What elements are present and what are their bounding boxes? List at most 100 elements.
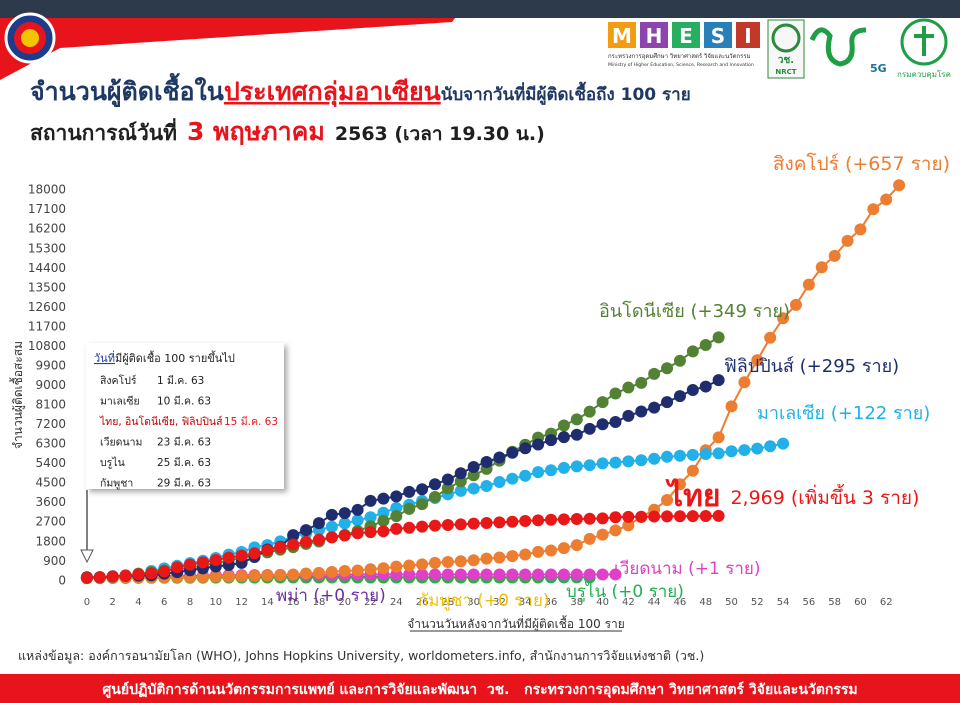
logo-tile <box>736 22 760 48</box>
data-point <box>673 510 686 523</box>
data-point <box>725 445 738 458</box>
data-point <box>209 570 222 583</box>
data-point <box>532 514 545 527</box>
data-point <box>777 312 790 325</box>
red-stripe <box>0 18 455 80</box>
x-tick-label: 26 <box>416 597 429 608</box>
data-point <box>648 367 661 380</box>
annotation-country: สิงคโปร์ <box>100 374 137 387</box>
data-point <box>648 510 661 523</box>
data-point <box>583 405 596 418</box>
x-tick-label: 56 <box>802 597 815 608</box>
data-point <box>596 512 609 525</box>
data-point <box>661 396 674 409</box>
logo-70 <box>809 27 867 67</box>
series-line <box>86 184 900 579</box>
data-point <box>196 556 209 569</box>
data-point <box>673 478 686 491</box>
x-tick-label: 46 <box>674 597 687 608</box>
nrct-en: NRCT <box>775 68 796 76</box>
data-point <box>506 472 519 485</box>
x-tick-label: 60 <box>854 597 867 608</box>
data-point <box>287 538 300 551</box>
data-point <box>441 473 454 486</box>
x-tick-label: 50 <box>725 597 738 608</box>
annotation-country: มาเลเซีย <box>100 395 140 408</box>
x-tick-label: 62 <box>880 597 893 608</box>
data-point <box>364 511 377 524</box>
annotation-title-part: มีผู้ติดเชื้อ 100 รายขึ้นไป <box>115 350 235 365</box>
ddc-emblem <box>914 26 934 56</box>
x-tick-label: 34 <box>519 597 532 608</box>
data-point <box>583 422 596 435</box>
data-point <box>325 508 338 521</box>
data-point <box>609 456 622 469</box>
y-tick-label: 13500 <box>28 280 66 294</box>
data-point <box>570 460 583 473</box>
data-point <box>738 376 751 389</box>
x-tick-label: 58 <box>828 597 841 608</box>
data-point <box>416 483 429 496</box>
data-point <box>390 522 403 535</box>
data-point <box>248 569 261 582</box>
data-point <box>390 510 403 523</box>
data-point <box>661 510 674 523</box>
ddc-text: กรมควบคุมโรค <box>897 69 951 79</box>
data-point <box>467 460 480 473</box>
data-point <box>300 567 313 580</box>
series-label: มาเลเซีย (+122 ราย) <box>757 403 930 424</box>
data-point <box>519 469 532 482</box>
logo-letter: S <box>711 24 725 48</box>
data-point <box>712 331 725 344</box>
data-point <box>712 447 725 460</box>
data-point <box>338 517 351 530</box>
data-point <box>545 544 558 557</box>
series-label: เวียดนาม (+1 ราย) <box>614 559 761 579</box>
data-point <box>493 568 506 581</box>
data-point <box>622 381 635 394</box>
x-tick-label: 48 <box>699 597 712 608</box>
series-label: บรูไน (+0 ราย) <box>566 581 684 602</box>
data-point <box>428 556 441 569</box>
annotation-country: บรูไน <box>100 456 125 469</box>
data-point <box>609 511 622 524</box>
data-point <box>738 444 751 457</box>
data-point <box>416 568 429 581</box>
y-tick-label: 2700 <box>35 515 66 529</box>
data-point <box>609 387 622 400</box>
data-point <box>403 559 416 572</box>
x-tick-label: 54 <box>777 597 790 608</box>
series-label: พม่า (+0 ราย) <box>276 586 386 606</box>
data-point <box>209 554 222 567</box>
series-label: ฟิลิปปินส์ (+295 ราย) <box>724 356 899 377</box>
logo-tile <box>672 22 700 48</box>
five-g: 5G <box>870 62 887 75</box>
data-point <box>686 448 699 461</box>
annotation-country: เวียดนาม <box>100 436 142 449</box>
data-point <box>454 484 467 497</box>
y-tick-label: 14400 <box>28 261 66 275</box>
x-tick-label: 28 <box>442 597 455 608</box>
data-point <box>158 565 171 578</box>
data-point <box>751 354 764 367</box>
data-point <box>532 466 545 479</box>
data-point <box>506 446 519 459</box>
data-point <box>686 383 699 396</box>
data-point <box>699 339 712 352</box>
data-point <box>661 450 674 463</box>
data-point <box>403 502 416 515</box>
data-point <box>686 345 699 358</box>
data-point <box>609 524 622 537</box>
x-tick-label: 52 <box>751 597 764 608</box>
chart-subtitle: สถานการณ์วันที่ 3 พฤษภาคม 2563 (เวลา 19.30… <box>30 117 545 146</box>
data-point <box>480 455 493 468</box>
data-point <box>300 535 313 548</box>
data-point <box>441 568 454 581</box>
data-point <box>454 467 467 480</box>
x-tick-label: 14 <box>261 597 274 608</box>
data-point <box>338 529 351 542</box>
data-point <box>274 569 287 582</box>
x-axis-label: จำนวนวันหลังจากวันที่มีผู้ติดเชื้อ 100 ร… <box>407 615 625 632</box>
data-point <box>532 568 545 581</box>
data-point <box>635 376 648 389</box>
